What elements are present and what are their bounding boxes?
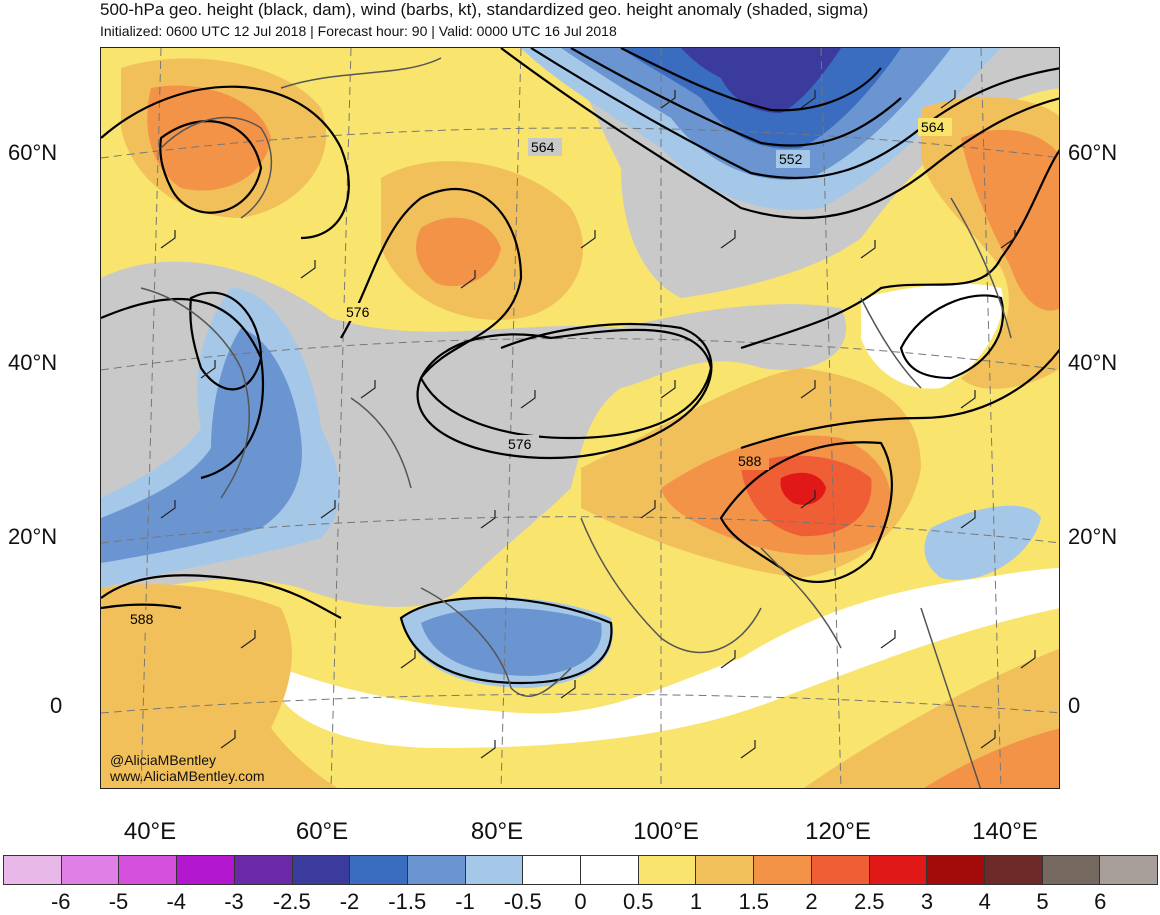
colorbar-swatch	[927, 856, 985, 884]
colorbar-tick-label: -2.5	[272, 889, 311, 914]
colorbar-tick-label: -5	[108, 889, 129, 914]
colorbar-tick-label: 1.5	[738, 889, 770, 914]
contour-label: 588	[130, 611, 154, 627]
positive-anomaly-scandinavia-inner	[147, 85, 271, 191]
colorbar-swatch	[581, 856, 639, 884]
contour-label: 576	[346, 304, 370, 320]
colorbar-swatch	[4, 856, 62, 884]
credit-website: www.AliciaMBentley.com	[110, 768, 265, 784]
colorbar-tick-label: 6	[1094, 889, 1107, 914]
colorbar-tick-label: -1	[455, 889, 475, 914]
contour-label: 552	[779, 151, 803, 167]
colorbar-swatch	[407, 856, 466, 884]
positive-anomaly-arabia	[101, 584, 338, 788]
lat-label-eq-right: 0	[1068, 693, 1081, 718]
lat-label-20n-left: 20°N	[8, 524, 58, 549]
colorbar-swatch	[61, 856, 120, 884]
colorbar-tick-label: -0.5	[503, 889, 542, 914]
contour-label: 564	[531, 139, 555, 155]
lon-label-120e: 120°E	[805, 818, 871, 845]
colorbar-tick-label: 2.5	[853, 889, 885, 914]
colorbar-swatch	[754, 856, 812, 884]
colorbar-swatch	[811, 856, 870, 884]
colorbar-swatch	[177, 856, 235, 884]
neutral-japan-sea	[861, 283, 1003, 389]
negative-anomaly-india-inner	[421, 608, 602, 676]
colorbar-swatch	[984, 856, 1043, 884]
map-canvas: 564 552 564 576 576 588 588	[101, 48, 1059, 788]
credit-handle: @AliciaMBentley	[110, 752, 217, 768]
colorbar-tick-label: 4	[978, 889, 991, 914]
negative-anomaly-west-inner	[101, 328, 302, 563]
lon-label-100e: 100°E	[633, 818, 699, 845]
colorbar-tick-label: 0.5	[622, 889, 654, 914]
coastlines	[140, 57, 1012, 788]
colorbar-swatch	[1042, 856, 1101, 884]
lat-label-eq-left: 0	[50, 693, 63, 718]
colorbar-swatch	[1100, 856, 1158, 884]
height-contours	[101, 48, 1059, 685]
colorbar-swatch	[869, 856, 928, 884]
graticule	[101, 48, 1059, 788]
colorbar-tick-label: 0	[574, 889, 587, 914]
contour-label: 588	[738, 453, 762, 469]
lat-label-60n-right: 60°N	[1068, 140, 1118, 165]
positive-anomaly-urals-inner	[416, 217, 501, 287]
colorbar-tick-label: -2	[339, 889, 360, 914]
colorbar-swatch	[350, 856, 408, 884]
chart-subtitle: Initialized: 0600 UTC 12 Jul 2018 | Fore…	[100, 23, 617, 39]
colorbar-swatch	[119, 856, 178, 884]
lat-label-40n-left: 40°N	[8, 350, 58, 375]
colorbar-swatch	[292, 856, 351, 884]
colorbar-tick-label: -3	[224, 889, 244, 914]
colorbar-swatch	[523, 856, 582, 884]
lon-label-140e: 140°E	[972, 818, 1038, 845]
colorbar-swatch	[638, 856, 697, 884]
lat-label-40n-right: 40°N	[1068, 350, 1118, 375]
colorbar-tick-label: 5	[1036, 889, 1049, 914]
lon-label-80e: 80°E	[470, 818, 524, 845]
lat-label-60n-left: 60°N	[8, 140, 58, 165]
positive-anomaly-equatorial-pacific-inner	[924, 728, 1059, 788]
colorbar	[3, 855, 1158, 885]
colorbar-tick-label: 3	[920, 889, 934, 914]
colorbar-swatch	[465, 856, 524, 884]
colorbar-tick-label: 2	[805, 889, 818, 914]
colorbar-tick-label: 1	[689, 889, 703, 914]
contour-label: 576	[508, 436, 532, 452]
lon-label-60e: 60°E	[295, 818, 349, 845]
negative-anomaly-pacific	[924, 505, 1041, 580]
chart-title: 500-hPa geo. height (black, dam), wind (…	[100, 0, 869, 19]
neutral-band-south	[281, 568, 1059, 748]
colorbar-tick-label: -6	[50, 889, 71, 914]
positive-anomaly-okhotsk-inner	[961, 129, 1059, 311]
colorbar-swatch	[234, 856, 293, 884]
map-panel: 564 552 564 576 576 588 588	[100, 47, 1060, 789]
negative-anomaly-north-20	[681, 48, 841, 113]
wind-barbs	[160, 90, 1036, 759]
colorbar-tick-label: -1.5	[388, 889, 427, 914]
colorbar-tick-label: -4	[166, 889, 187, 914]
lon-label-40e: 40°E	[123, 818, 177, 845]
lat-label-20n-right: 20°N	[1068, 524, 1118, 549]
colorbar-swatch	[696, 856, 755, 884]
contour-label: 564	[921, 119, 945, 135]
